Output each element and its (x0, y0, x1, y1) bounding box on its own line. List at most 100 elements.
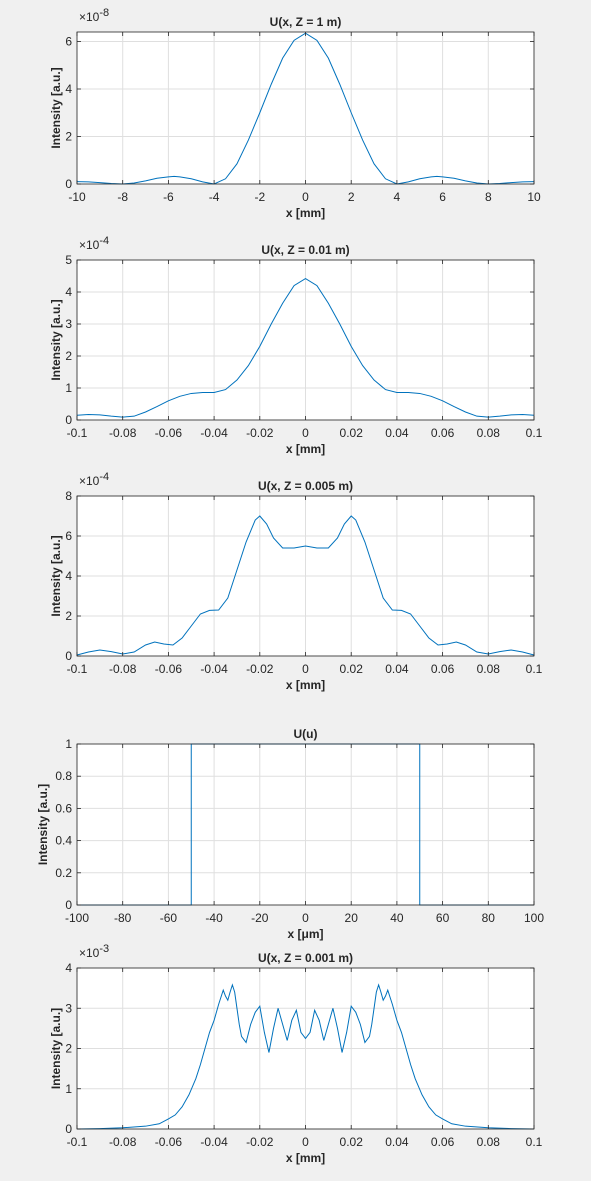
y-tick-label: 0 (65, 898, 72, 912)
y-axis-label: Intensity [a.u.] (49, 67, 63, 148)
y-tick-label: 6 (65, 529, 72, 543)
y-axis-label: Intensity [a.u.] (49, 1008, 63, 1089)
x-tick-label: 0.06 (431, 426, 455, 440)
x-tick-label: -0.06 (155, 426, 183, 440)
y-tick-label: 4 (65, 82, 72, 96)
chart-panel-3: -0.1 -0.08 -0.06 -0.04 -0.02 0 0.02 0.04 0.06 0.0… (49, 471, 543, 692)
y-tick-label: 2 (65, 349, 72, 363)
y-tick-label: 1 (65, 381, 72, 395)
x-tick-label: -60 (160, 911, 178, 925)
chart-title: U(x, Z = 0.01 m) (261, 243, 349, 257)
series-line (76, 277, 535, 418)
x-tick-label: -0.04 (200, 426, 228, 440)
x-tick-label: -80 (114, 911, 132, 925)
y-exponent-label: ×10-3 (79, 943, 109, 960)
x-tick-label: 80 (482, 911, 496, 925)
chart-title: U(u) (294, 727, 318, 741)
y-axis-label: Intensity [a.u.] (36, 784, 50, 865)
x-tick-label: -40 (205, 911, 223, 925)
y-tick-label: 1 (65, 737, 72, 751)
x-tick-label: 0.02 (340, 426, 364, 440)
x-axis-label: x [mm] (286, 1151, 325, 1165)
x-tick-label: 0.02 (340, 662, 364, 676)
x-tick-label: 0.02 (340, 1135, 364, 1149)
x-tick-label: 0 (302, 1135, 309, 1149)
y-tick-label: 5 (65, 253, 72, 267)
x-tick-label: 40 (390, 911, 404, 925)
x-tick-label: 4 (394, 190, 401, 204)
x-tick-label: 2 (348, 190, 355, 204)
y-tick-label: 2 (65, 609, 72, 623)
x-tick-label: 0 (302, 190, 309, 204)
y-tick-label: 3 (65, 317, 72, 331)
chart-panel-2: -0.1 -0.08 -0.06 -0.04 -0.02 0 0.02 0.04 0.06 0.0… (49, 235, 543, 456)
chart-title: U(x, Z = 0.005 m) (258, 479, 353, 493)
y-tick-label: 4 (65, 285, 72, 299)
chart-panel-5: -0.1 -0.08 -0.06 -0.04 -0.02 0 0.02 0.04 0.06 0.0… (49, 943, 543, 1165)
chart-title: U(x, Z = 1 m) (270, 15, 342, 29)
y-tick-label: 1 (65, 1082, 72, 1096)
y-axis-label: Intensity [a.u.] (49, 299, 63, 380)
x-tick-label: 0.08 (477, 1135, 501, 1149)
chart-panel-4: -100 -80 -60 -40 -20 0 20 40 60 80 100 0 0.2 0.4 0.6 0.… (36, 727, 544, 941)
x-tick-label: 0.1 (526, 662, 543, 676)
x-tick-label: 0.08 (477, 426, 501, 440)
x-tick-label: -0.1 (67, 426, 88, 440)
x-tick-label: 0.1 (526, 426, 543, 440)
x-tick-label: 0.04 (385, 1135, 409, 1149)
x-axis-label: x [μm] (287, 927, 323, 941)
y-tick-label: 0.2 (55, 866, 72, 880)
x-axis-label: x [mm] (286, 678, 325, 692)
x-tick-label: 0 (302, 662, 309, 676)
y-tick-label: 0 (65, 177, 72, 191)
x-tick-label: 0.1 (526, 1135, 543, 1149)
y-tick-label: 0.8 (55, 769, 72, 783)
x-tick-label: 0.04 (385, 426, 409, 440)
y-axis-label: Intensity [a.u.] (49, 535, 63, 616)
x-tick-label: -0.08 (109, 1135, 137, 1149)
x-tick-label: -0.08 (109, 662, 137, 676)
y-tick-label: 0 (65, 413, 72, 427)
x-axis-label: x [mm] (286, 442, 325, 456)
x-tick-label: -4 (209, 190, 220, 204)
y-tick-label: 2 (65, 130, 72, 144)
x-tick-label: -0.02 (246, 662, 274, 676)
y-exponent-label: ×10-4 (79, 471, 109, 488)
x-tick-label: -10 (68, 190, 86, 204)
x-tick-label: -6 (163, 190, 174, 204)
x-tick-label: -0.08 (109, 426, 137, 440)
y-exponent-label: ×10-8 (79, 7, 109, 24)
chart-title: U(x, Z = 0.001 m) (258, 951, 353, 965)
x-tick-label: 0.06 (431, 1135, 455, 1149)
x-tick-label: -0.1 (67, 662, 88, 676)
y-tick-label: 0 (65, 649, 72, 663)
x-tick-label: 0.06 (431, 662, 455, 676)
x-tick-label: 6 (439, 190, 446, 204)
x-tick-label: 0 (302, 426, 309, 440)
x-tick-label: -0.06 (155, 1135, 183, 1149)
x-tick-label: -0.1 (67, 1135, 88, 1149)
x-tick-label: -100 (65, 911, 89, 925)
x-axis-label: x [mm] (286, 206, 325, 220)
series-line (76, 983, 535, 1130)
y-tick-label: 8 (65, 489, 72, 503)
x-tick-label: -0.02 (246, 1135, 274, 1149)
x-tick-label: 10 (527, 190, 541, 204)
chart-panel-1: -10 -8 -6 -4 -2 0 2 4 6 8 10 0 2 4 6 U(x, Z = 1 m) x [mm… (49, 7, 541, 220)
x-tick-label: 0.04 (385, 662, 409, 676)
y-tick-label: 0.4 (55, 834, 72, 848)
x-tick-label: 60 (436, 911, 450, 925)
x-tick-label: -0.04 (200, 1135, 228, 1149)
y-tick-label: 3 (65, 1001, 72, 1015)
x-tick-label: 0 (302, 911, 309, 925)
y-tick-label: 0.6 (55, 801, 72, 815)
x-tick-label: 8 (485, 190, 492, 204)
y-tick-label: 6 (65, 35, 72, 49)
y-tick-label: 4 (65, 569, 72, 583)
y-exponent-label: ×10-4 (79, 235, 109, 252)
x-tick-label: -0.02 (246, 426, 274, 440)
x-tick-label: -2 (254, 190, 265, 204)
x-tick-label: -0.06 (155, 662, 183, 676)
y-tick-label: 4 (65, 961, 72, 975)
